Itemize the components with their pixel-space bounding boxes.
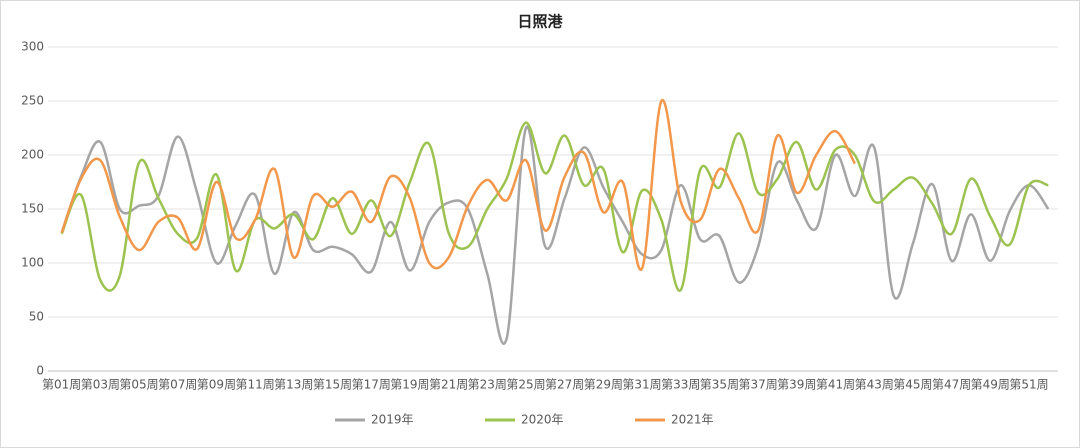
legend-label: 2021年 <box>671 413 714 427</box>
y-tick-label: 200 <box>21 148 44 162</box>
x-tick-label: 第01周 <box>42 378 81 392</box>
x-tick-label: 第51周 <box>1009 378 1048 392</box>
line-series <box>60 99 856 271</box>
legend-label: 2020年 <box>521 413 564 427</box>
y-tick-label: 250 <box>21 94 44 108</box>
chart-title: 日照港 <box>517 13 563 31</box>
x-tick-label: 第43周 <box>855 378 894 392</box>
x-tick-label: 第15周 <box>313 378 352 392</box>
x-tick-label: 第45周 <box>893 378 932 392</box>
y-tick-label: 300 <box>21 40 44 54</box>
x-tick-label: 第27周 <box>545 378 584 392</box>
legend-label: 2019年 <box>371 413 414 427</box>
x-tick-label: 第25周 <box>506 378 545 392</box>
x-tick-label: 第11周 <box>235 378 274 392</box>
x-tick-label: 第07周 <box>158 378 197 392</box>
x-tick-label: 第33周 <box>661 378 700 392</box>
x-tick-label: 第23周 <box>468 378 507 392</box>
y-tick-label: 100 <box>21 256 44 270</box>
x-tick-label: 第35周 <box>700 378 739 392</box>
y-tick-label: 50 <box>29 310 44 324</box>
x-tick-label: 第13周 <box>274 378 313 392</box>
x-tick-label: 第05周 <box>119 378 158 392</box>
x-tick-label: 第03周 <box>81 378 120 392</box>
x-tick-label: 第29周 <box>584 378 623 392</box>
x-tick-label: 第37周 <box>738 378 777 392</box>
line-series <box>60 121 1049 292</box>
x-tick-label: 第09周 <box>197 378 236 392</box>
y-tick-label: 150 <box>21 202 44 216</box>
x-tick-label: 第39周 <box>777 378 816 392</box>
x-tick-label: 第41周 <box>816 378 855 392</box>
x-tick-label: 第19周 <box>390 378 429 392</box>
x-tick-label: 第17周 <box>352 378 391 392</box>
x-tick-label: 第31周 <box>622 378 661 392</box>
x-tick-label: 第49周 <box>971 378 1010 392</box>
x-tick-label: 第47周 <box>932 378 971 392</box>
y-tick-label: 0 <box>36 364 44 378</box>
x-tick-label: 第21周 <box>429 378 468 392</box>
